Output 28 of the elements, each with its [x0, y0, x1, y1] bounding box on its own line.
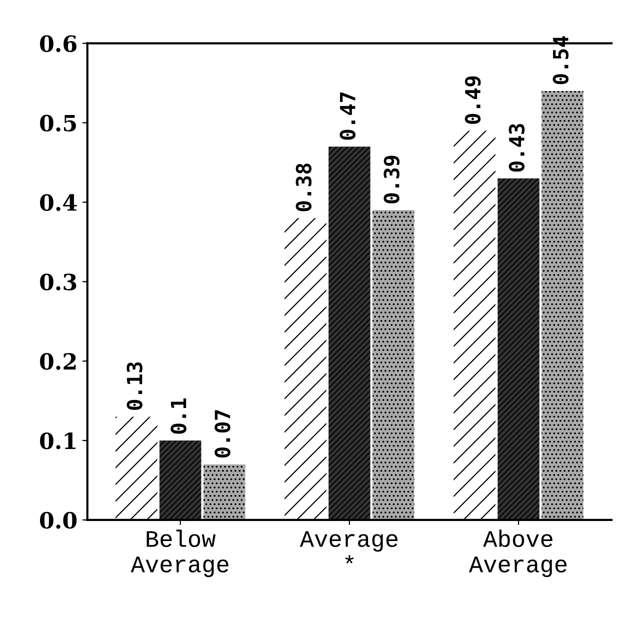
data-label: 0.38	[296, 164, 312, 212]
y-tick-label: 0.5	[40, 114, 76, 132]
bar	[116, 416, 158, 520]
data-label: 0.1	[170, 398, 186, 434]
bar	[498, 178, 540, 520]
data-label: 0.13	[126, 362, 142, 410]
data-label: 0.54	[552, 36, 569, 84]
data-label: 0.07	[214, 410, 230, 458]
bar	[328, 146, 370, 520]
bar	[284, 218, 326, 520]
x-tick-label: Average *	[300, 531, 398, 564]
data-label: 0.39	[384, 156, 400, 204]
bar	[372, 210, 414, 520]
bar	[159, 440, 202, 520]
y-tick-label: 0.1	[40, 432, 76, 450]
data-label: 0.47	[340, 92, 356, 140]
y-tick-label: 0.3	[40, 274, 76, 290]
x-tick-label: Above Average	[468, 530, 567, 578]
x-tick-label: Below Average	[130, 530, 228, 578]
y-tick-label: 0.4	[40, 194, 77, 211]
data-label: 0.43	[508, 124, 525, 172]
bar	[542, 90, 584, 520]
y-tick-label: 0.2	[40, 353, 76, 370]
data-label: 0.49	[464, 76, 481, 124]
bar	[454, 130, 496, 520]
bar	[203, 464, 246, 520]
y-tick-label: 0.6	[40, 35, 76, 52]
y-tick-label: 0.0	[40, 512, 77, 529]
